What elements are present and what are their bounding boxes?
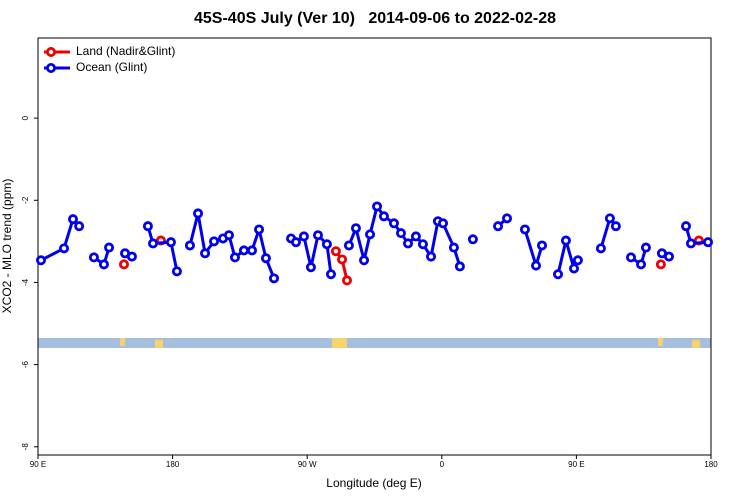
point (165, 237, 176, 248)
point (247, 245, 258, 256)
point (74, 221, 85, 232)
point (88, 252, 99, 263)
point (193, 208, 204, 219)
point (663, 251, 674, 262)
point (104, 242, 115, 253)
point (260, 253, 271, 264)
x-tick-label: 90 E (568, 460, 584, 469)
point (35, 255, 46, 266)
land-patch (692, 340, 700, 348)
point (685, 238, 696, 249)
point (553, 269, 564, 280)
point (359, 255, 370, 266)
point (388, 218, 399, 229)
plot-frame (37, 37, 712, 456)
point (330, 246, 341, 257)
point (537, 240, 548, 251)
legend-label: Land (Nadir&Glint) (76, 44, 175, 58)
point (395, 228, 406, 239)
point (350, 223, 361, 234)
point (448, 242, 459, 253)
land-patch (658, 338, 663, 346)
land-band (38, 338, 711, 348)
x-tick-label: 90 W (298, 460, 317, 469)
legend-label: Ocean (Glint) (76, 60, 147, 74)
point (560, 235, 571, 246)
x-axis-label: Longitude (deg E) (326, 476, 421, 490)
point (625, 252, 636, 263)
point (184, 240, 195, 251)
point (126, 251, 137, 262)
point (305, 262, 316, 273)
point (531, 260, 542, 271)
point (437, 218, 448, 229)
x-tick-label: 180 (166, 460, 180, 469)
land-patch (120, 338, 125, 346)
x-tick-label: 90 E (30, 460, 46, 469)
chart-title: 45S-40S July (Ver 10) 2014-09-06 to 2022… (194, 10, 556, 27)
land-patch (332, 338, 347, 348)
point (312, 230, 323, 241)
point (467, 234, 478, 245)
point (595, 243, 606, 254)
point (426, 251, 437, 262)
point (238, 245, 249, 256)
point (325, 269, 336, 280)
point (67, 214, 78, 225)
land-patch (155, 340, 163, 348)
point (636, 259, 647, 270)
point (493, 221, 504, 232)
x-tick-label: 0 (440, 460, 445, 469)
point (321, 239, 332, 250)
point (148, 238, 159, 249)
point (229, 252, 240, 263)
point (290, 237, 301, 248)
point (519, 224, 530, 235)
point (142, 221, 153, 232)
point (640, 242, 651, 253)
point (502, 213, 513, 224)
point (298, 231, 309, 242)
point (403, 238, 414, 249)
y-tick-label: -6 (21, 361, 30, 369)
point (610, 221, 621, 232)
point (254, 224, 265, 235)
y-tick-label: 0 (21, 115, 30, 120)
y-tick-label: -8 (21, 443, 30, 451)
point (572, 255, 583, 266)
legend-marker (46, 47, 57, 58)
point (454, 261, 465, 272)
point (268, 273, 279, 284)
point (378, 211, 389, 222)
y-tick-label: -2 (21, 196, 30, 204)
point (337, 254, 348, 265)
point (223, 230, 234, 241)
x-tick-label: 180 (704, 460, 718, 469)
point (209, 236, 220, 247)
point (341, 275, 352, 286)
point (98, 259, 109, 270)
legend-marker (46, 63, 57, 74)
point (681, 221, 692, 232)
point (569, 263, 580, 274)
point (604, 213, 615, 224)
point (200, 248, 211, 259)
point (372, 201, 383, 212)
point (703, 237, 714, 248)
y-tick-label: -4 (21, 278, 30, 286)
band (38, 338, 711, 348)
point (343, 240, 354, 251)
point (655, 259, 666, 270)
point (417, 239, 428, 250)
point (365, 229, 376, 240)
point (118, 259, 129, 270)
y-axis-label: XCO2 - MLO trend (ppm) (0, 179, 14, 314)
point (410, 231, 421, 242)
point (59, 243, 70, 254)
point (171, 266, 182, 277)
